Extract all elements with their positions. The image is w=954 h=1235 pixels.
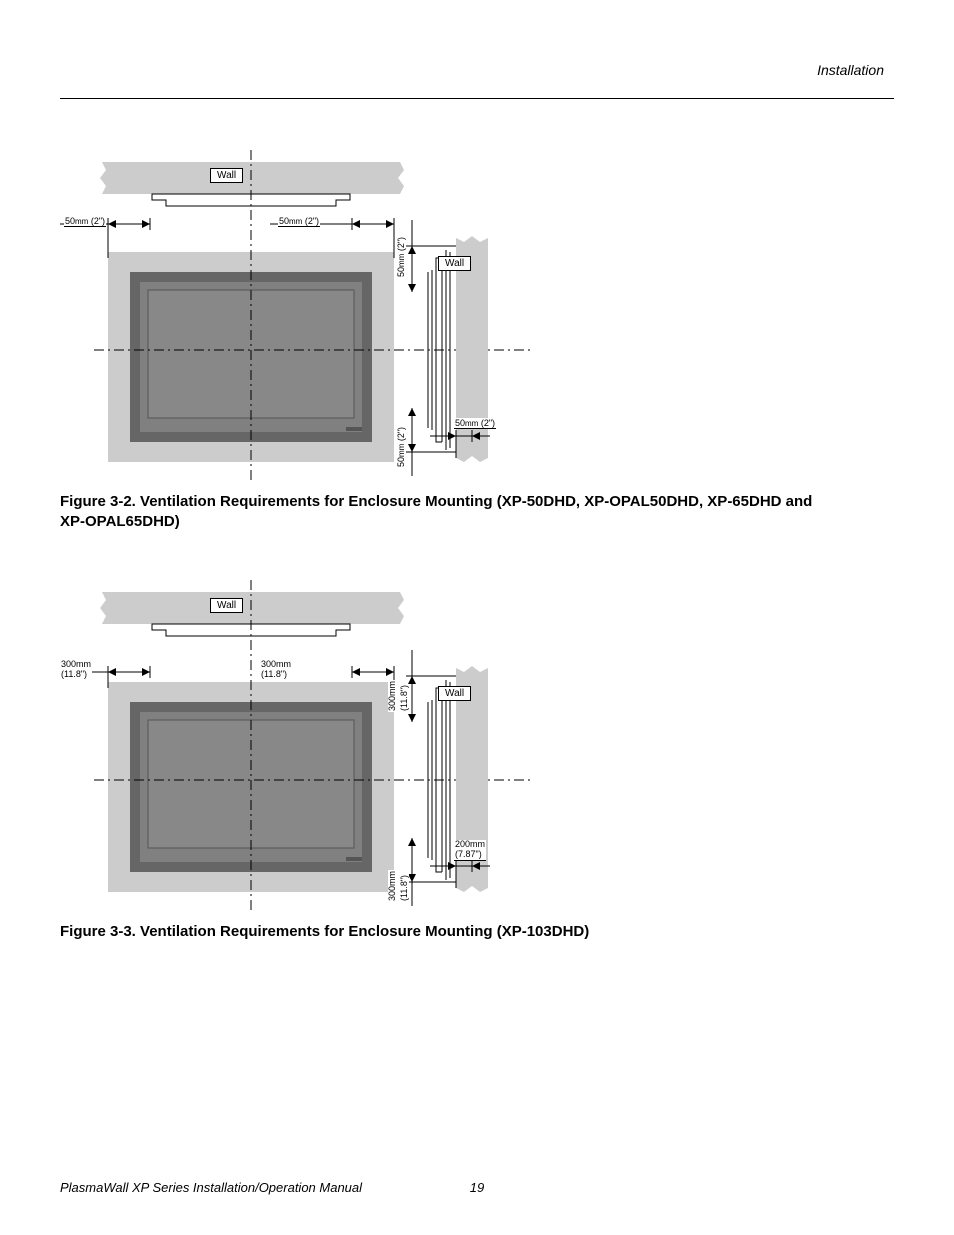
- figure-3-2: Wall 50mm (2") 50mm (2") Wall 50mm (2") …: [60, 150, 820, 533]
- fig1-side-dim-bottom: 50mm (2"): [396, 426, 406, 468]
- header-rule: [60, 98, 894, 99]
- fig2-dim-left-val: 300mm: [61, 659, 91, 669]
- fig2-dim-right-alt: (11.8"): [261, 669, 287, 679]
- fig1-dim-right-val: 50: [279, 216, 289, 226]
- fig1-dim-left-unit: mm: [75, 217, 88, 226]
- fig2-side-dim-top-alt: (11.8"): [400, 684, 409, 712]
- fig2-dim-left-alt: (11.8"): [61, 669, 87, 679]
- fig1-side-dim-gap: 50mm (2"): [454, 418, 496, 429]
- fig1-wall-label-side: Wall: [438, 256, 471, 271]
- figure-3-2-caption: Figure 3-2. Ventilation Requirements for…: [60, 492, 820, 533]
- fig2-side-dim-bottom-val: 300mm: [387, 871, 397, 901]
- fig1-wall-label-top: Wall: [210, 168, 243, 183]
- figure-3-2-diagram: Wall 50mm (2") 50mm (2") Wall 50mm (2") …: [60, 150, 560, 480]
- fig2-side-dim-top-val: 300mm: [387, 681, 397, 711]
- fig1-side-dim-gap-val: 50: [455, 418, 465, 428]
- figure-3-3-caption: Figure 3-3. Ventilation Requirements for…: [60, 922, 820, 942]
- fig1-dim-left: 50mm (2"): [64, 216, 106, 227]
- fig2-wall-label-top: Wall: [210, 598, 243, 613]
- fig2-side-dim-top-alt-v: (11.8"): [399, 685, 409, 711]
- footer-manual-title: PlasmaWall XP Series Installation/Operat…: [60, 1180, 362, 1195]
- fig1-side-dim-top: 50mm (2"): [396, 236, 406, 278]
- fig1-side-dim-top-alt: (2"): [396, 237, 406, 251]
- fig2-wall-label-side: Wall: [438, 686, 471, 701]
- fig1-side-dim-top-val: 50: [396, 267, 406, 277]
- header-section: Installation: [817, 62, 884, 78]
- fig1-side-dim-bottom-u: mm: [397, 444, 406, 457]
- fig2-dim-right: 300mm (11.8"): [260, 660, 292, 680]
- fig1-side-dim-bottom-val: 50: [396, 457, 406, 467]
- fig2-side-dim-bottom-alt: (11.8"): [400, 874, 409, 902]
- fig2-side-dim-bottom-alt-v: (11.8"): [399, 875, 409, 901]
- fig2-side-dim-gap-alt: (7.87"): [455, 849, 482, 859]
- fig1-side-dim-top-u: mm: [397, 254, 406, 267]
- fig2-side-dim-top: 300mm: [388, 680, 397, 712]
- fig2-side-dim-gap-val: 200mm: [455, 839, 485, 849]
- footer-page-number: 19: [470, 1180, 484, 1195]
- fig1-dim-right-alt: (2"): [305, 216, 319, 226]
- fig2-side-dim-gap: 200mm (7.87"): [454, 840, 486, 861]
- fig1-side-dim-gap-u: mm: [465, 419, 478, 428]
- fig2-dim-left: 300mm (11.8"): [60, 660, 92, 680]
- fig1-dim-left-alt: (2"): [91, 216, 105, 226]
- fig2-dim-right-val: 300mm: [261, 659, 291, 669]
- fig1-dim-right-unit: mm: [289, 217, 302, 226]
- figure-3-2-svg: [60, 150, 560, 480]
- figure-3-3: Wall 300mm (11.8") 300mm (11.8") Wall 30…: [60, 580, 820, 942]
- figure-3-3-diagram: Wall 300mm (11.8") 300mm (11.8") Wall 30…: [60, 580, 560, 910]
- fig1-side-dim-gap-alt: (2"): [481, 418, 495, 428]
- page-footer: PlasmaWall XP Series Installation/Operat…: [60, 1180, 894, 1195]
- fig1-dim-left-val: 50: [65, 216, 75, 226]
- fig2-side-dim-bottom: 300mm: [388, 870, 397, 902]
- fig1-side-dim-bottom-alt: (2"): [396, 427, 406, 441]
- fig1-dim-right: 50mm (2"): [278, 216, 320, 227]
